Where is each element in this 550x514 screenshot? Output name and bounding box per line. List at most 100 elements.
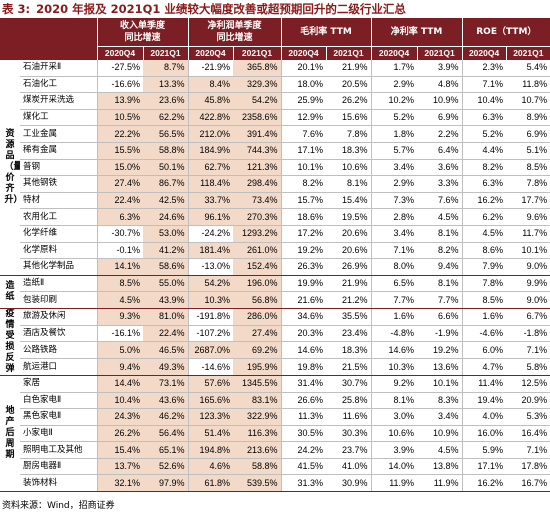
metric-cell: 6.3% [96,208,143,226]
metric-cell: 16.2% [461,192,507,210]
metric-cell: 13.7% [96,458,143,476]
metric-cell: 4.0% [461,408,507,426]
table-row: 石油化工 -16.6% 13.3% 8.4% 329.3% 18.0% 20.5% 2.9% 4… [0,76,550,94]
section-label: 地产后周期 [0,375,20,493]
metric-cell: 184.9% [187,142,234,160]
metric-cell: 23.4% [326,325,372,343]
metric-cell: 61.8% [187,474,234,493]
industry-name-cell: 煤炭开采洗选 [20,92,97,110]
metric-cell: 22.2% [96,125,143,143]
metric-cell: 32.1% [96,474,143,493]
metric-cell: 26.2% [326,92,372,110]
metric-cell: 10.4% [96,392,143,410]
metric-cell: 6.6% [417,308,463,326]
industry-name-cell: 公路铁路 [20,341,97,360]
metric-cell: 4.5% [417,208,463,226]
metric-cell: 8.1% [417,275,463,293]
metric-cell: 7.8% [461,275,507,293]
metric-cell: 194.8% [187,441,234,459]
metric-cell: 10.2% [370,92,418,110]
metric-cell: 422.8% [187,109,234,127]
metric-cell: 121.3% [233,159,282,177]
metric-cell: 54.2% [233,92,282,110]
metric-cell: 3.4% [370,159,418,177]
metric-cell: 34.6% [280,308,327,326]
metric-cell: 25.8% [326,392,372,410]
metric-cell: 19.2% [417,341,463,360]
metric-cell: 12.9% [280,109,327,127]
metric-cell: 17.1% [461,458,507,476]
metric-cell: -107.2% [187,325,234,343]
metric-cell: 15.4% [326,192,372,210]
metric-cell: 6.0% [461,341,507,360]
metric-cell: 11.4% [461,375,507,393]
table-row: 普钢 15.0% 50.1% 62.7% 121.3% 10.1% 10.6% 3.4% 3.6… [0,159,550,177]
metric-cell: 14.6% [280,341,327,360]
metric-cell: 10.9% [417,425,463,443]
metric-cell: 7.7% [417,291,463,309]
industry-name-cell: 装饰材料 [20,474,97,493]
metric-cell: 196.0% [233,275,282,293]
metric-cell: 26.9% [326,258,372,276]
metric-cell: 6.9% [506,125,550,143]
metric-cell: 6.4% [417,142,463,160]
metric-cell: 123.3% [187,408,234,426]
metric-cell: 3.4% [417,408,463,426]
metric-cell: 118.4% [187,175,234,193]
metric-cell: 46.5% [143,341,189,360]
industry-name-cell: 酒店及餐饮 [20,325,97,343]
metric-cell: 25.9% [280,92,327,110]
metric-cell: 43.9% [143,291,189,309]
metric-cell: 41.0% [326,458,372,476]
table-row: 化学原料 -0.1% 41.2% 181.4% 261.0% 19.2% 20.6% 7.1%… [0,242,550,260]
table-row: 包装印刷 4.5% 43.9% 10.3% 56.8% 21.6% 21.2% 7.7% 7.7… [0,291,550,309]
metric-cell: 3.3% [417,175,463,193]
metric-cell: 16.4% [506,425,550,443]
metric-cell: 10.1% [506,242,550,260]
metric-cell: 20.6% [326,242,372,260]
metric-cell: 10.6% [326,159,372,177]
metric-cell: 5.4% [506,60,550,77]
metric-cell: 213.6% [233,441,282,459]
metric-cell: 3.9% [370,441,418,459]
metric-cell: 5.2% [370,109,418,127]
metric-cell: 7.8% [326,125,372,143]
metric-cell: 81.0% [143,308,189,326]
metric-cell: 19.8% [280,358,327,376]
metric-cell: 20.5% [326,76,372,94]
metric-cell: 19.4% [461,392,507,410]
table-row: 航运港口 9.4% 49.3% -14.6% 195.9% 19.8% 21.5% 10.3%… [0,358,550,376]
metric-cell: 21.6% [280,291,327,309]
metric-cell: 56.8% [233,291,282,309]
industry-name-cell: 其他化学制品 [20,258,97,276]
metric-cell: 27.4% [233,325,282,343]
table-row: 照明电工及其他 15.4% 65.1% 194.8% 213.6% 24.2% 23.7% 3… [0,441,550,459]
source-note: 资料来源：Wind，招商证券 [2,501,115,511]
metric-cell: 46.2% [143,408,189,426]
metric-cell: 56.4% [143,425,189,443]
metric-cell: 4.4% [461,142,507,160]
metric-cell: 13.3% [143,76,189,94]
metric-cell: 4.5% [417,441,463,459]
metric-cell: 13.8% [417,458,463,476]
metric-cell: 41.2% [143,242,189,260]
metric-cell: -24.2% [187,225,234,243]
metric-cell: 21.5% [326,358,372,376]
header-group-net-profit: 净利润单季度 同比增速 [187,18,282,47]
metric-cell: 21.9% [326,275,372,293]
table-row: 黑色家电Ⅱ 24.3% 46.2% 123.3% 322.9% 11.3% 11.6% 3.0… [0,408,550,426]
header-period: 2020Q4 [461,46,507,60]
metric-cell: 4.8% [417,76,463,94]
metric-cell: 8.6% [461,242,507,260]
metric-cell: 14.1% [96,258,143,276]
metric-cell: 8.9% [506,109,550,127]
metric-cell: 20.6% [326,225,372,243]
metric-cell: 10.1% [417,375,463,393]
metric-cell: 8.0% [370,258,418,276]
metric-cell: 2687.0% [187,341,234,360]
metric-cell: 10.1% [280,159,327,177]
metric-cell: 14.6% [370,341,418,360]
metric-cell: 11.9% [370,474,418,493]
industry-name-cell: 石油化工 [20,76,97,94]
metric-cell: -0.1% [96,242,143,260]
